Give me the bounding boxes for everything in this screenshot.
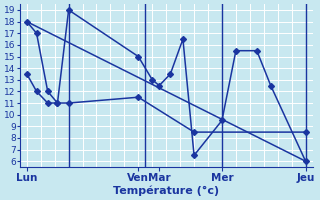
X-axis label: Température (°c): Température (°c) <box>113 185 219 196</box>
